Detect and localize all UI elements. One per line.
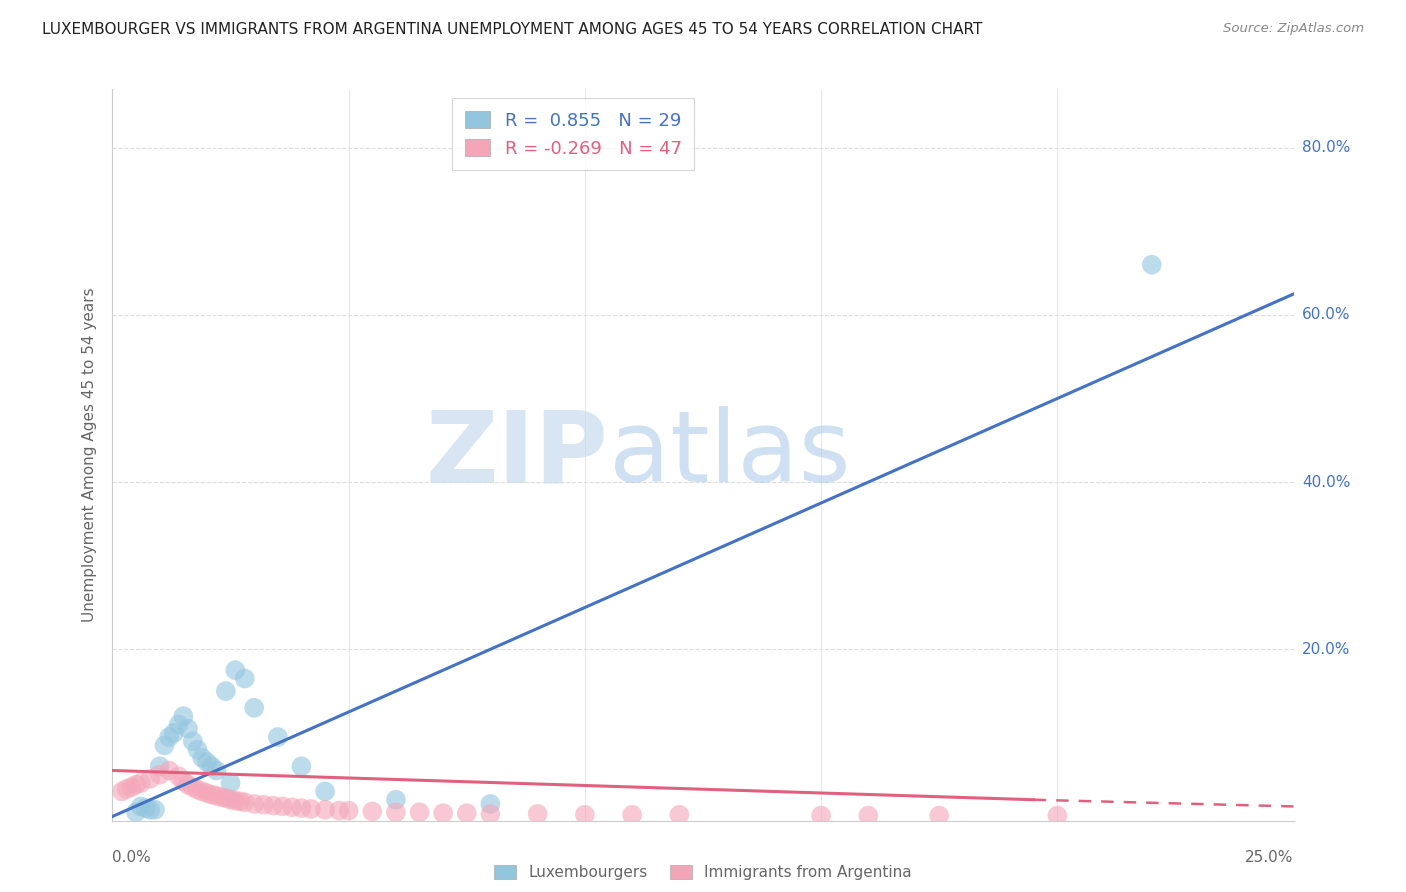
Point <box>191 784 214 798</box>
Point <box>299 802 322 816</box>
Point <box>290 801 312 815</box>
Point <box>201 759 224 773</box>
Point <box>385 793 408 807</box>
Point <box>139 803 162 817</box>
Point <box>219 776 242 790</box>
Point <box>224 663 246 677</box>
Point <box>408 805 430 820</box>
Text: 40.0%: 40.0% <box>1302 475 1350 490</box>
Point <box>181 780 204 795</box>
Point <box>157 730 180 744</box>
Point <box>125 805 148 820</box>
Point <box>233 795 256 809</box>
Point <box>271 799 294 814</box>
Point <box>129 776 152 790</box>
Text: 25.0%: 25.0% <box>1246 850 1294 865</box>
Point <box>328 804 350 818</box>
Point <box>149 759 172 773</box>
Text: Source: ZipAtlas.com: Source: ZipAtlas.com <box>1223 22 1364 36</box>
Point <box>253 797 276 812</box>
Point <box>621 807 644 822</box>
Point <box>186 782 208 797</box>
Legend: Luxembourgers, Immigrants from Argentina: Luxembourgers, Immigrants from Argentina <box>488 858 918 886</box>
Point <box>167 769 190 783</box>
Point <box>172 709 194 723</box>
Text: atlas: atlas <box>609 407 851 503</box>
Point <box>111 784 134 798</box>
Point <box>120 780 142 795</box>
Point <box>163 726 186 740</box>
Point <box>157 764 180 778</box>
Point <box>233 672 256 686</box>
Point <box>337 804 360 818</box>
Point <box>267 730 290 744</box>
Point <box>479 797 502 811</box>
Text: LUXEMBOURGER VS IMMIGRANTS FROM ARGENTINA UNEMPLOYMENT AMONG AGES 45 TO 54 YEARS: LUXEMBOURGER VS IMMIGRANTS FROM ARGENTIN… <box>42 22 983 37</box>
Text: 20.0%: 20.0% <box>1302 641 1350 657</box>
Point <box>385 805 408 820</box>
Point <box>281 800 304 814</box>
Point <box>574 807 596 822</box>
Y-axis label: Unemployment Among Ages 45 to 54 years: Unemployment Among Ages 45 to 54 years <box>82 287 97 623</box>
Point <box>172 774 194 789</box>
Point <box>810 808 832 822</box>
Point <box>314 784 336 798</box>
Point <box>858 808 880 822</box>
Point <box>215 684 238 698</box>
Point <box>129 799 152 814</box>
Point <box>177 722 200 736</box>
Text: 60.0%: 60.0% <box>1302 308 1350 322</box>
Point <box>191 751 214 765</box>
Point <box>153 739 176 753</box>
Point <box>1046 808 1069 822</box>
Point <box>149 767 172 781</box>
Point <box>314 803 336 817</box>
Point <box>432 806 454 821</box>
Point <box>139 772 162 786</box>
Point <box>125 778 148 792</box>
Point <box>456 806 478 821</box>
Point <box>928 808 950 822</box>
Point <box>143 803 166 817</box>
Point <box>201 788 224 802</box>
Point <box>215 791 238 805</box>
Point <box>205 789 228 803</box>
Point <box>219 793 242 807</box>
Point <box>209 790 232 805</box>
Point <box>195 786 218 800</box>
Point <box>205 764 228 778</box>
Point <box>135 801 157 815</box>
Point <box>181 734 204 748</box>
Point <box>526 807 548 822</box>
Point <box>243 700 266 714</box>
Point <box>186 742 208 756</box>
Point <box>243 797 266 811</box>
Point <box>115 781 138 796</box>
Point <box>195 755 218 769</box>
Point <box>361 805 384 819</box>
Point <box>229 794 252 808</box>
Point <box>224 794 246 808</box>
Point <box>479 807 502 822</box>
Point <box>1140 258 1163 272</box>
Point <box>167 717 190 731</box>
Point <box>177 778 200 792</box>
Point <box>290 759 312 773</box>
Text: 80.0%: 80.0% <box>1302 140 1350 155</box>
Text: ZIP: ZIP <box>426 407 609 503</box>
Point <box>668 807 690 822</box>
Point <box>262 798 284 813</box>
Text: 0.0%: 0.0% <box>112 850 152 865</box>
